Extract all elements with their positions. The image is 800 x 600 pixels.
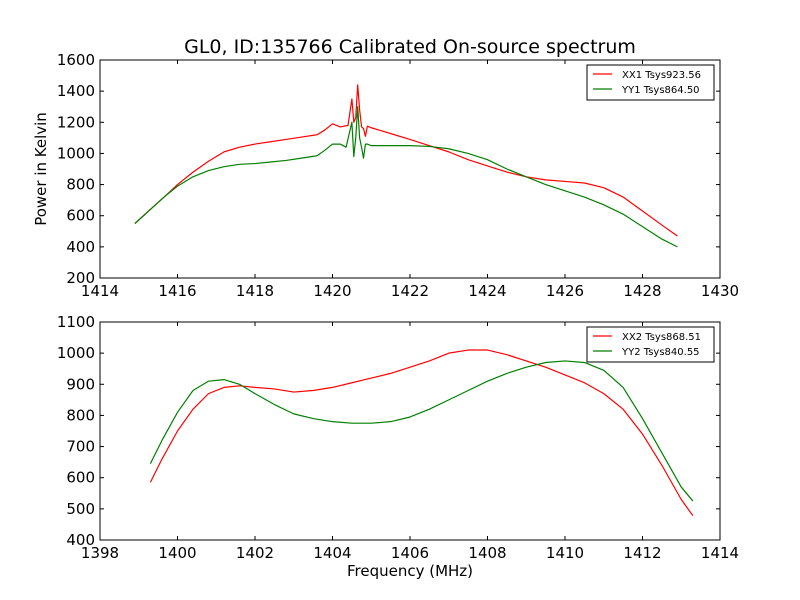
- bottom-legend-label-yy2: YY2 Tsys840.55: [621, 347, 700, 358]
- top-legend-label-xx1: XX1 Tsys923.56: [622, 70, 701, 81]
- top-y-tick-label-1: 400: [66, 238, 95, 256]
- top-y-tick-label-5: 1200: [57, 113, 95, 131]
- top-spectrum-panel: 1414 1416 1418 1420 1422 1424 1426 1428 1430 200 4…: [32, 51, 739, 300]
- top-x-tick-label-4: 1422: [391, 282, 429, 300]
- chart-title: GL0, ID:135766 Calibrated On-source spec…: [184, 36, 636, 58]
- bottom-series-line-1: [149, 360, 694, 502]
- bottom-y-tick-label-1: 500: [66, 500, 95, 518]
- bottom-legend-box: [586, 326, 715, 363]
- top-y-tick-label-0: 200: [66, 269, 95, 287]
- bottom-legend-label-xx2: XX2 Tsys868.51: [622, 332, 701, 343]
- bottom-x-tick-label-5: 1408: [468, 544, 506, 562]
- bottom-y-tick-label-6: 1000: [57, 344, 95, 362]
- top-x-tick-label-5: 1424: [468, 282, 506, 300]
- bottom-x-tick-label-4: 1406: [391, 544, 429, 562]
- top-ticks-group: 1414 1416 1418 1420 1422 1424 1426 1428 1430 200 4…: [57, 51, 739, 300]
- bottom-x-tick-label-0: 1398: [81, 544, 119, 562]
- top-series-group: [134, 84, 678, 248]
- top-x-tick-label-2: 1418: [236, 282, 274, 300]
- top-x-tick-label-1: 1416: [158, 282, 196, 300]
- bottom-series-line-0: [149, 349, 694, 517]
- top-x-tick-label-7: 1428: [623, 282, 661, 300]
- bottom-spectrum-panel: 1398 1400 1402 1404 1406 1408 1410 1412 1414 400 5…: [57, 313, 739, 580]
- top-legend-box: [586, 64, 715, 101]
- top-y-tick-label-2: 600: [66, 207, 95, 225]
- top-x-tick-label-6: 1426: [546, 282, 584, 300]
- top-y-tick-label-3: 800: [66, 176, 95, 194]
- bottom-x-axis-label: Frequency (MHz): [347, 562, 473, 580]
- bottom-legend: XX2 Tsys868.51 YY2 Tsys840.55: [586, 326, 715, 363]
- bottom-y-tick-label-0: 400: [66, 531, 95, 549]
- top-series-line-1: [134, 106, 678, 248]
- bottom-x-tick-label-6: 1410: [546, 544, 584, 562]
- top-series-line-0: [134, 84, 678, 237]
- bottom-x-tick-label-7: 1412: [623, 544, 661, 562]
- bottom-y-tick-label-5: 900: [66, 375, 95, 393]
- top-y-tick-label-4: 1000: [57, 144, 95, 162]
- top-legend-label-yy1: YY1 Tsys864.50: [621, 85, 700, 96]
- bottom-y-tick-label-3: 700: [66, 438, 95, 456]
- bottom-x-tick-label-3: 1404: [313, 544, 351, 562]
- bottom-x-tick-label-1: 1400: [158, 544, 196, 562]
- top-legend: XX1 Tsys923.56 YY1 Tsys864.50: [586, 64, 715, 101]
- bottom-ticks-group: 1398 1400 1402 1404 1406 1408 1410 1412 1414 400 5…: [57, 313, 739, 562]
- bottom-x-tick-label-2: 1402: [236, 544, 274, 562]
- top-x-tick-label-0: 1414: [81, 282, 119, 300]
- top-x-tick-label-3: 1420: [313, 282, 351, 300]
- bottom-y-tick-label-4: 800: [66, 406, 95, 424]
- bottom-series-group: [149, 349, 694, 517]
- bottom-y-tick-label-7: 1100: [57, 313, 95, 331]
- top-y-axis-label: Power in Kelvin: [32, 112, 50, 226]
- bottom-x-tick-label-8: 1414: [701, 544, 739, 562]
- top-y-tick-label-7: 1600: [57, 51, 95, 69]
- top-y-tick-label-6: 1400: [57, 82, 95, 100]
- top-x-tick-label-8: 1430: [701, 282, 739, 300]
- bottom-y-tick-label-2: 600: [66, 469, 95, 487]
